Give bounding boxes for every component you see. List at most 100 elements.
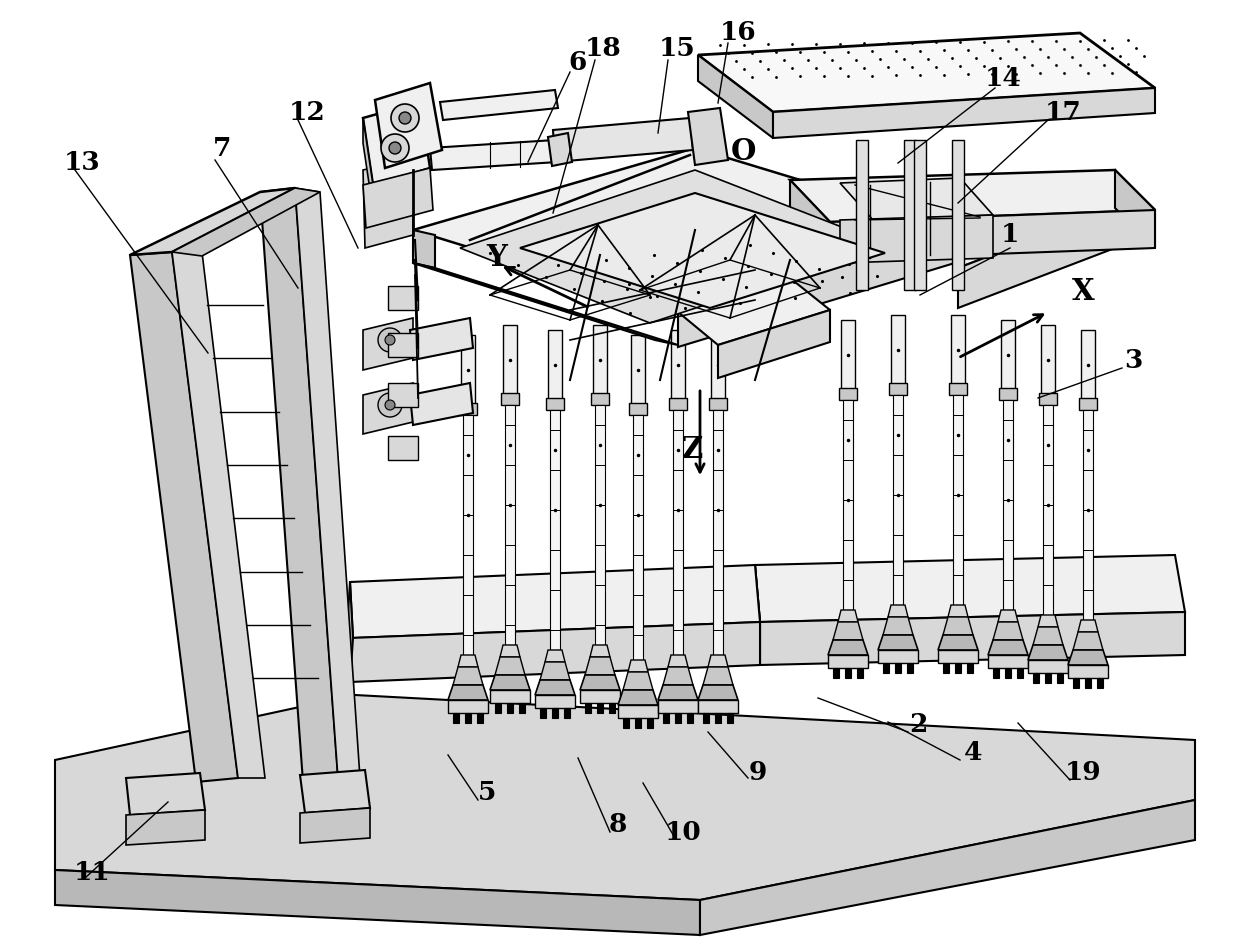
Polygon shape xyxy=(580,690,620,703)
Text: 17: 17 xyxy=(1044,100,1082,124)
Polygon shape xyxy=(506,405,515,645)
Polygon shape xyxy=(688,108,729,165)
Polygon shape xyxy=(700,800,1194,935)
Polygon shape xyxy=(841,320,855,390)
Polygon shape xyxy=(580,675,620,690)
Polygon shape xyxy=(1044,673,1051,683)
Polygon shape xyxy=(388,333,418,357)
Polygon shape xyxy=(992,622,1023,640)
Polygon shape xyxy=(830,210,1155,260)
Polygon shape xyxy=(843,400,852,610)
Polygon shape xyxy=(658,685,698,700)
Polygon shape xyxy=(1073,678,1079,688)
Text: 14: 14 xyxy=(985,66,1021,90)
Polygon shape xyxy=(595,405,605,645)
Polygon shape xyxy=(943,663,949,673)
Polygon shape xyxy=(375,83,442,168)
Text: 5: 5 xyxy=(478,781,496,805)
Polygon shape xyxy=(449,685,488,700)
Polygon shape xyxy=(300,770,370,813)
Polygon shape xyxy=(840,178,992,220)
Polygon shape xyxy=(678,278,830,345)
Text: 6: 6 xyxy=(569,50,587,74)
Polygon shape xyxy=(891,315,904,385)
Polygon shape xyxy=(845,668,851,678)
Text: 9: 9 xyxy=(748,759,767,785)
Polygon shape xyxy=(833,622,864,640)
Polygon shape xyxy=(686,713,693,723)
Polygon shape xyxy=(952,140,964,290)
Polygon shape xyxy=(413,263,678,345)
Polygon shape xyxy=(673,410,683,655)
Polygon shape xyxy=(707,655,729,667)
Polygon shape xyxy=(711,330,725,400)
Polygon shape xyxy=(430,140,558,170)
Polygon shape xyxy=(987,655,1028,668)
Polygon shape xyxy=(347,582,353,682)
Polygon shape xyxy=(591,393,610,405)
Polygon shape xyxy=(669,398,686,410)
Polygon shape xyxy=(953,395,963,605)
Polygon shape xyxy=(675,713,681,723)
Polygon shape xyxy=(1097,678,1103,688)
Text: 1: 1 xyxy=(1001,222,1020,248)
Circle shape xyxy=(378,393,401,417)
Polygon shape xyxy=(1068,650,1108,665)
Polygon shape xyxy=(1017,668,1023,678)
Polygon shape xyxy=(883,663,890,673)
Polygon shape xyxy=(413,230,435,268)
Polygon shape xyxy=(999,388,1017,400)
Circle shape xyxy=(385,335,395,345)
Polygon shape xyxy=(540,708,546,718)
Polygon shape xyxy=(828,655,869,668)
Polygon shape xyxy=(413,148,958,312)
Polygon shape xyxy=(698,55,773,138)
Polygon shape xyxy=(410,318,473,360)
Polygon shape xyxy=(668,655,688,667)
Polygon shape xyxy=(1115,170,1155,248)
Polygon shape xyxy=(888,605,908,617)
Polygon shape xyxy=(1005,668,1011,678)
Polygon shape xyxy=(672,330,685,400)
Polygon shape xyxy=(914,140,926,290)
Polygon shape xyxy=(520,193,885,308)
Polygon shape xyxy=(712,410,724,655)
Polygon shape xyxy=(363,158,413,248)
Polygon shape xyxy=(1004,400,1014,610)
Polygon shape xyxy=(1079,398,1097,410)
Polygon shape xyxy=(590,645,610,657)
Polygon shape xyxy=(678,228,958,347)
Polygon shape xyxy=(790,180,830,260)
Polygon shape xyxy=(172,188,320,256)
Polygon shape xyxy=(553,708,558,718)
Polygon shape xyxy=(755,565,760,665)
Polygon shape xyxy=(55,870,700,935)
Polygon shape xyxy=(535,680,575,695)
Polygon shape xyxy=(698,33,1155,112)
Text: 16: 16 xyxy=(720,21,756,45)
Polygon shape xyxy=(703,713,709,723)
Polygon shape xyxy=(363,168,432,228)
Polygon shape xyxy=(1040,393,1057,405)
Polygon shape xyxy=(966,663,973,673)
Polygon shape xyxy=(663,667,693,685)
Polygon shape xyxy=(564,708,570,718)
Polygon shape xyxy=(55,695,1194,900)
Circle shape xyxy=(385,400,395,410)
Polygon shape xyxy=(760,612,1184,665)
Polygon shape xyxy=(130,188,295,255)
Polygon shape xyxy=(856,140,869,290)
Text: 7: 7 xyxy=(213,136,232,160)
Text: X: X xyxy=(1072,278,1094,306)
Polygon shape xyxy=(545,650,565,662)
Polygon shape xyxy=(838,610,857,622)
Polygon shape xyxy=(1041,325,1054,395)
Text: 2: 2 xyxy=(909,712,927,738)
Polygon shape xyxy=(507,703,513,713)
Polygon shape xyxy=(893,395,903,605)
Polygon shape xyxy=(1073,632,1103,650)
Polygon shape xyxy=(1038,615,1058,627)
Circle shape xyxy=(378,328,401,352)
Polygon shape xyxy=(1001,320,1015,390)
Polygon shape xyxy=(553,118,693,162)
